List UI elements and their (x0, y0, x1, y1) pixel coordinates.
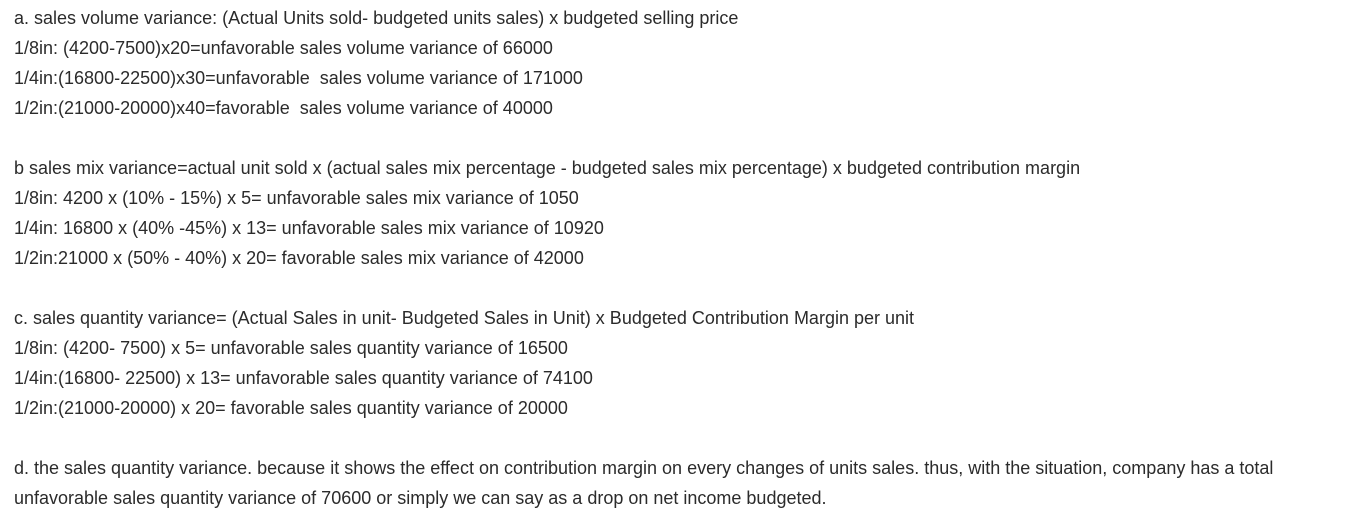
section-b-line-1-2in: 1/2in:21000 x (50% - 40%) x 20= favorabl… (14, 248, 584, 268)
section-b: b sales mix variance=actual unit sold x … (14, 153, 1344, 273)
section-b-line-1-4in: 1/4in: 16800 x (40% -45%) x 13= unfavora… (14, 218, 604, 238)
section-a-line-1-2in: 1/2in:(21000-20000)x40=favorable sales v… (14, 98, 553, 118)
section-a-heading: a. sales volume variance: (Actual Units … (14, 8, 739, 28)
paragraph-spacer (14, 273, 1344, 303)
section-d-paragraph: d. the sales quantity variance. because … (14, 458, 1274, 508)
paragraph-spacer (14, 123, 1344, 153)
section-b-heading: b sales mix variance=actual unit sold x … (14, 158, 1081, 178)
section-b-line-1-8in: 1/8in: 4200 x (10% - 15%) x 5= unfavorab… (14, 188, 579, 208)
section-a-line-1-4in: 1/4in:(16800-22500)x30=unfavorable sales… (14, 68, 583, 88)
section-c-line-1-4in: 1/4in:(16800- 22500) x 13= unfavorable s… (14, 368, 593, 388)
answer-document: a. sales volume variance: (Actual Units … (14, 3, 1344, 513)
section-d: d. the sales quantity variance. because … (14, 453, 1344, 513)
section-c-heading: c. sales quantity variance= (Actual Sale… (14, 308, 914, 328)
section-a-line-1-8in: 1/8in: (4200-7500)x20=unfavorable sales … (14, 38, 553, 58)
section-c-line-1-2in: 1/2in:(21000-20000) x 20= favorable sale… (14, 398, 568, 418)
paragraph-spacer (14, 423, 1344, 453)
section-c: c. sales quantity variance= (Actual Sale… (14, 303, 1344, 423)
section-a: a. sales volume variance: (Actual Units … (14, 3, 1344, 123)
section-c-line-1-8in: 1/8in: (4200- 7500) x 5= unfavorable sal… (14, 338, 568, 358)
